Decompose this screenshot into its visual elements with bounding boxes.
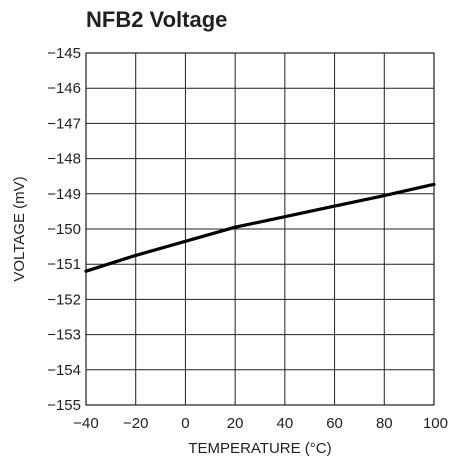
- x-tick-label: 0: [181, 415, 189, 432]
- chart-title: NFB2 Voltage: [86, 7, 227, 32]
- x-tick-label: 100: [423, 415, 448, 432]
- x-tick-label: 60: [326, 415, 343, 432]
- series-group: [84, 182, 436, 273]
- x-tick-label: 80: [376, 415, 393, 432]
- series-line: [84, 182, 436, 273]
- y-axis-label: VOLTAGE (mV): [11, 176, 28, 281]
- y-tick-label: −147: [47, 115, 81, 132]
- y-tick-label: −149: [47, 186, 81, 203]
- x-tick-label: 40: [277, 415, 294, 432]
- x-tick-label: 20: [227, 415, 244, 432]
- y-tick-label: −145: [47, 45, 81, 62]
- y-tick-label: −146: [47, 80, 81, 97]
- y-tick-label: −151: [47, 256, 81, 273]
- grid: [86, 53, 434, 405]
- y-tick-label: −154: [47, 362, 81, 379]
- y-tick-label: −153: [47, 327, 81, 344]
- y-tick-label: −155: [47, 397, 81, 414]
- x-axis-label: TEMPERATURE (°C): [188, 440, 331, 457]
- x-tick-label: −40: [73, 415, 98, 432]
- x-tick-label: −20: [123, 415, 148, 432]
- y-tick-label: −152: [47, 291, 81, 308]
- y-tick-label: −150: [47, 221, 81, 238]
- x-axis-ticks: −40 −20 0 20 40 60 80 100: [73, 415, 448, 432]
- y-tick-label: −148: [47, 151, 81, 168]
- plot-area: [85, 52, 435, 406]
- y-axis-ticks: −145 −146 −147 −148 −149 −150 −151 −152 −153 −154…: [47, 45, 81, 414]
